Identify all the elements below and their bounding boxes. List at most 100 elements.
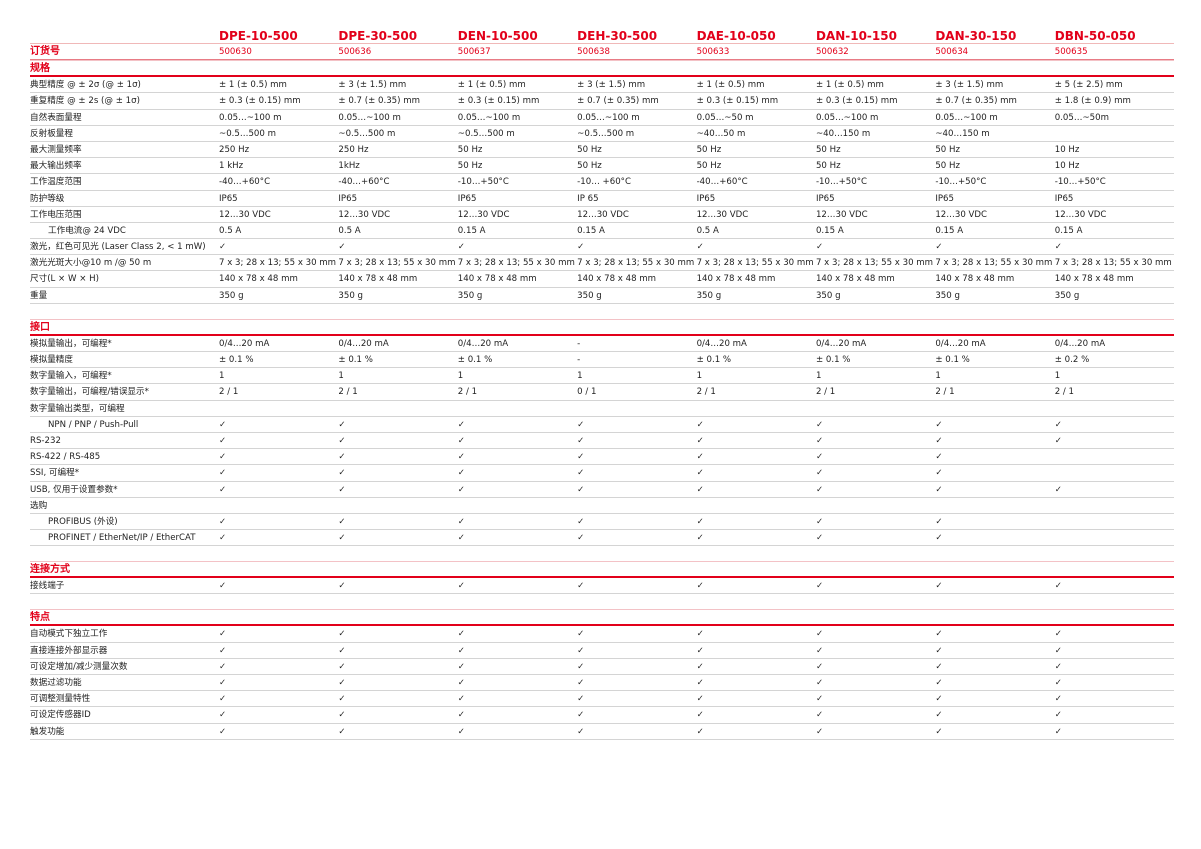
row-value: 50 Hz: [577, 161, 602, 172]
row-label: 激光光斑大小@10 m /@ 50 m: [30, 258, 152, 269]
check-icon: ✓: [1054, 435, 1062, 446]
check-icon: ✓: [815, 726, 824, 737]
row-value: ± 0.1 %: [696, 355, 732, 365]
row-value: 50 Hz: [457, 161, 483, 172]
row-label: 典型精度 @ ± 2σ (@ ± 1σ): [30, 80, 141, 91]
row-value: 350 g: [696, 290, 722, 301]
section-title: 特点: [30, 612, 50, 624]
order-number: 500634: [935, 47, 969, 57]
order-number: 500635: [1054, 47, 1088, 57]
row-value: [219, 401, 338, 416]
table-row: 防护等级 IP65 IP65 IP65 IP 65 IP65 IP65 IP65 IP65: [30, 191, 1174, 207]
check-icon: ✓: [1054, 645, 1062, 656]
section-title: 规格: [30, 63, 50, 75]
check-icon: ✓: [338, 242, 346, 253]
check-icon: ✓: [696, 726, 704, 737]
row-value: -40…+60°C: [696, 177, 748, 188]
model-name: DPE-30-500: [338, 29, 418, 43]
row-value: ~0.5…500 m: [577, 128, 635, 139]
row-value: 0.05…~100 m: [577, 112, 640, 123]
row-value: 350 g: [219, 290, 244, 301]
row-value: 2 / 1: [219, 387, 239, 398]
row-value: [1055, 514, 1174, 529]
check-icon: ✓: [457, 452, 465, 463]
row-value: 1: [696, 371, 703, 382]
table-row: 可设定增加/减少测量次数 ✓ ✓ ✓ ✓ ✓ ✓ ✓ ✓: [30, 659, 1174, 675]
row-value: IP65: [1054, 193, 1074, 204]
row-label: 可设定传感器ID: [30, 710, 91, 721]
row-label: NPN / PNP / Push-Pull: [48, 419, 139, 430]
check-icon: ✓: [577, 694, 585, 705]
row-value: ± 0.1 %: [815, 355, 851, 365]
check-icon: ✓: [577, 645, 585, 656]
row-value: 1: [219, 371, 225, 382]
row-label: 触发功能: [30, 726, 65, 737]
check-icon: ✓: [815, 484, 824, 495]
row-value: 12…30 VDC: [935, 209, 988, 220]
row-value: ± 0.3 (± 0.15) mm: [815, 96, 898, 107]
check-icon: ✓: [338, 452, 346, 463]
row-value: ± 0.2 %: [1054, 355, 1090, 365]
row-value: 2 / 1: [1054, 387, 1075, 398]
row-value: [458, 498, 577, 513]
check-icon: ✓: [219, 581, 227, 592]
row-value: ± 0.1 %: [338, 355, 373, 365]
row-label: 模拟量精度: [30, 355, 73, 365]
row-value: [338, 401, 457, 416]
row-value: [697, 401, 816, 416]
row-value: [816, 498, 935, 513]
row-value: ± 0.7 (± 0.35) mm: [577, 96, 659, 107]
row-value: ± 5 (± 2.5) mm: [1054, 80, 1123, 91]
row-value: 0.15 A: [815, 225, 844, 236]
check-icon: ✓: [338, 468, 346, 479]
row-label: 重复精度 @ ± 2s (@ ± 1σ): [30, 96, 140, 107]
row-value: 12…30 VDC: [815, 209, 868, 220]
row-value: 0.15 A: [577, 225, 605, 236]
check-icon: ✓: [577, 581, 585, 592]
row-value: 140 x 78 x 48 mm: [1054, 274, 1134, 285]
check-icon: ✓: [219, 661, 227, 672]
section-spacer: [30, 304, 1174, 319]
table-row: 数字量输入，可编程* 1 1 1 1 1 1 1 1: [30, 368, 1174, 385]
row-value: 0.15 A: [1054, 225, 1083, 236]
row-value: [816, 401, 935, 416]
row-value: 12…30 VDC: [219, 209, 271, 220]
check-icon: ✓: [219, 484, 227, 495]
row-value: ~0.5…500 m: [219, 128, 276, 139]
table-row: 重复精度 @ ± 2s (@ ± 1σ) ± 0.3 (± 0.15) mm ± 0…: [30, 93, 1174, 110]
check-icon: ✓: [338, 710, 346, 721]
row-label: 尺寸(L × W × H): [30, 274, 99, 285]
check-icon: ✓: [935, 516, 943, 527]
row-value: 7 x 3; 28 x 13; 55 x 30 mm: [935, 258, 1053, 269]
check-icon: ✓: [1054, 726, 1062, 737]
row-label: 工作电压范围: [30, 209, 82, 220]
check-icon: ✓: [457, 581, 465, 592]
order-number: 500638: [577, 47, 610, 57]
row-label: 可设定增加/减少测量次数: [30, 661, 128, 672]
row-value: 7 x 3; 28 x 13; 55 x 30 mm: [457, 258, 575, 269]
row-value: ± 1 (± 0.5) mm: [696, 80, 765, 91]
table-row: 数字量输出类型，可编程: [30, 401, 1174, 417]
row-value: 350 g: [815, 290, 841, 301]
check-icon: ✓: [219, 242, 227, 253]
check-icon: ✓: [577, 468, 585, 479]
row-value: -40…+60°C: [338, 177, 390, 188]
row-value: -10…+50°C: [457, 177, 509, 188]
row-value: [338, 498, 457, 513]
check-icon: ✓: [815, 629, 824, 640]
row-value: 0.05…~100 m: [338, 112, 401, 123]
row-value: 50 Hz: [935, 144, 960, 155]
section-header: 规格: [30, 60, 1174, 78]
model-name: DAN-30-150: [935, 29, 1017, 43]
check-icon: ✓: [338, 435, 346, 446]
row-label: 直接连接外部显示器: [30, 645, 108, 656]
order-number: 500633: [696, 47, 730, 57]
model-name: DEH-30-500: [577, 29, 658, 43]
row-value: ~0.5…500 m: [457, 128, 515, 139]
check-icon: ✓: [935, 581, 943, 592]
row-value: -10…+50°C: [1054, 177, 1106, 188]
row-label: SSI, 可编程*: [30, 468, 79, 479]
row-value: 0/4…20 mA: [219, 338, 270, 349]
check-icon: ✓: [457, 242, 465, 253]
row-label: PROFIBUS (外设): [48, 516, 118, 527]
